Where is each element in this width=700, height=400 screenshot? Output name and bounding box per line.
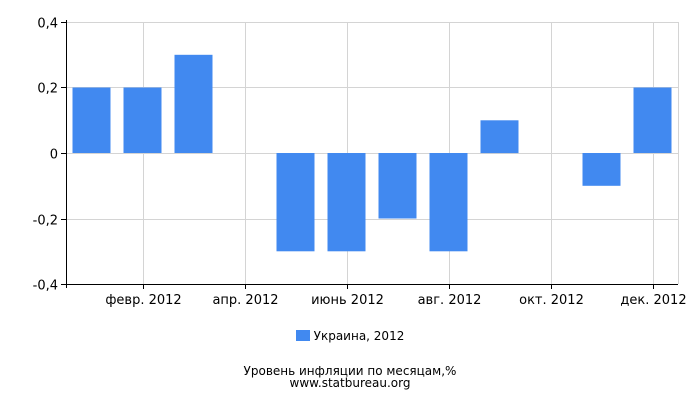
bar-11: [582, 153, 621, 186]
y-tick-label-3: 0,2: [37, 82, 58, 97]
bar-7: [378, 153, 417, 219]
x-tick-label-1: апр. 2012: [212, 293, 278, 308]
y-tick-label-1: -0,2: [33, 214, 58, 229]
y-tick-label-2: 0: [50, 148, 58, 163]
y-tick-label-0: -0,4: [33, 279, 58, 294]
y-tick-label-4: 0,4: [37, 17, 58, 32]
bar-2: [123, 87, 162, 153]
bar-9: [480, 120, 519, 154]
x-tick-label-3: авг. 2012: [418, 293, 482, 308]
x-tick-label-5: дек. 2012: [620, 293, 686, 308]
bar-1: [72, 87, 111, 153]
bar-6: [327, 153, 366, 252]
legend-swatch: [295, 330, 310, 341]
bar-12: [633, 87, 672, 153]
bar-5: [276, 153, 315, 252]
legend-label: Украина, 2012: [313, 329, 405, 343]
source-link[interactable]: www.statbureau.org: [289, 376, 411, 390]
legend: Украина, 2012: [0, 329, 700, 343]
x-tick-label-0: февр. 2012: [105, 293, 181, 308]
chart-caption: Уровень инфляции по месяцам,%: [243, 364, 457, 378]
bar-3: [174, 54, 213, 153]
bar-8: [429, 153, 468, 252]
x-tick-label-2: июнь 2012: [311, 293, 384, 308]
x-tick-label-4: окт. 2012: [519, 293, 584, 308]
